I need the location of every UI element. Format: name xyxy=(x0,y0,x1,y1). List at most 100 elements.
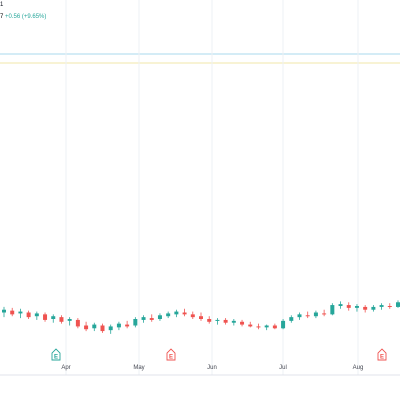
price-change-legend: 7 +0.56 (+9.65%) xyxy=(0,14,46,20)
candle xyxy=(43,312,48,322)
candle-body xyxy=(240,321,245,325)
candle xyxy=(92,322,97,332)
candle xyxy=(51,314,56,323)
candle-body xyxy=(141,317,146,320)
candle xyxy=(108,324,113,334)
candle-body xyxy=(100,325,105,332)
candle-body xyxy=(281,320,286,329)
candle xyxy=(354,304,359,312)
candle-body xyxy=(182,312,187,315)
candle-body xyxy=(207,319,212,322)
earnings-marker-label: E xyxy=(54,355,58,361)
candle-body xyxy=(157,315,162,319)
month-label-jun: Jun xyxy=(207,365,217,371)
candle xyxy=(84,321,89,332)
candle-body xyxy=(231,320,236,323)
candle xyxy=(281,319,286,330)
candle-body xyxy=(215,319,220,321)
symbol-legend: 1 xyxy=(0,2,3,8)
candle xyxy=(371,305,376,312)
earnings-marker-shape xyxy=(51,348,61,361)
candle-body xyxy=(116,323,121,328)
earnings-marker[interactable]: E xyxy=(377,348,387,361)
month-label-may: May xyxy=(133,365,144,371)
candle xyxy=(240,319,245,327)
candle xyxy=(207,316,212,324)
candle-body xyxy=(305,315,310,317)
month-label-aug: Aug xyxy=(353,365,364,371)
candle-body xyxy=(387,306,392,307)
candle-body xyxy=(84,325,89,330)
candle xyxy=(305,311,310,319)
candle-body xyxy=(133,319,138,326)
candle-body xyxy=(34,313,39,317)
candle-body xyxy=(59,317,64,322)
month-label-apr: Apr xyxy=(61,365,70,371)
candle-body xyxy=(18,311,23,314)
candle-body xyxy=(67,319,72,321)
earnings-marker-shape xyxy=(166,348,176,361)
candle xyxy=(26,310,31,319)
candle xyxy=(387,303,392,309)
candle xyxy=(149,314,154,322)
candle xyxy=(141,315,146,323)
candle xyxy=(248,321,253,328)
candle xyxy=(190,311,195,319)
candle xyxy=(313,310,318,319)
earnings-marker-shape xyxy=(377,348,387,361)
candle-body xyxy=(256,326,261,328)
vertical-grid xyxy=(65,0,359,375)
candle-body xyxy=(43,314,48,320)
candle-body xyxy=(322,313,327,315)
candle-body xyxy=(51,316,56,319)
candle-body xyxy=(313,312,318,317)
candle xyxy=(125,320,130,329)
candle xyxy=(18,308,23,319)
candle-body xyxy=(174,311,179,315)
candle-body xyxy=(396,302,400,307)
candle xyxy=(10,307,15,317)
candle xyxy=(182,308,187,317)
earnings-marker-label: E xyxy=(380,355,384,361)
candlestick-series xyxy=(2,300,400,334)
candle-body xyxy=(248,324,253,327)
candle xyxy=(215,318,220,325)
candle xyxy=(133,317,138,328)
candle xyxy=(34,311,39,320)
candle-body xyxy=(149,318,154,320)
time-axis: Apr May Jun Jul Aug xyxy=(61,365,363,371)
candle-body xyxy=(363,306,368,310)
candle xyxy=(157,313,162,321)
month-label-jul: Jul xyxy=(279,365,287,371)
candle xyxy=(289,315,294,323)
candle-body xyxy=(125,324,130,327)
price-change-text: +0.56 (+9.65%) xyxy=(5,14,47,20)
candle xyxy=(223,318,228,325)
candle xyxy=(322,309,327,317)
candle xyxy=(231,319,236,326)
earnings-marker[interactable]: E xyxy=(166,348,176,361)
candle xyxy=(166,311,171,319)
candle xyxy=(264,324,269,331)
candle-body xyxy=(190,314,195,318)
candle-body xyxy=(346,305,351,308)
candle xyxy=(59,315,64,324)
candle-body xyxy=(272,325,277,329)
candle-body xyxy=(2,309,6,313)
candle xyxy=(174,309,179,318)
candle-body xyxy=(26,312,31,318)
price-prefix: 7 xyxy=(0,14,4,20)
candle-body xyxy=(166,313,171,317)
candle xyxy=(338,301,343,309)
candle-body xyxy=(379,305,384,307)
candle xyxy=(272,323,277,330)
candle xyxy=(297,312,302,320)
candle-body xyxy=(92,324,97,329)
candle xyxy=(67,317,72,326)
earnings-marker[interactable]: E xyxy=(51,348,61,361)
candle xyxy=(2,306,6,318)
candle-body xyxy=(108,326,113,331)
